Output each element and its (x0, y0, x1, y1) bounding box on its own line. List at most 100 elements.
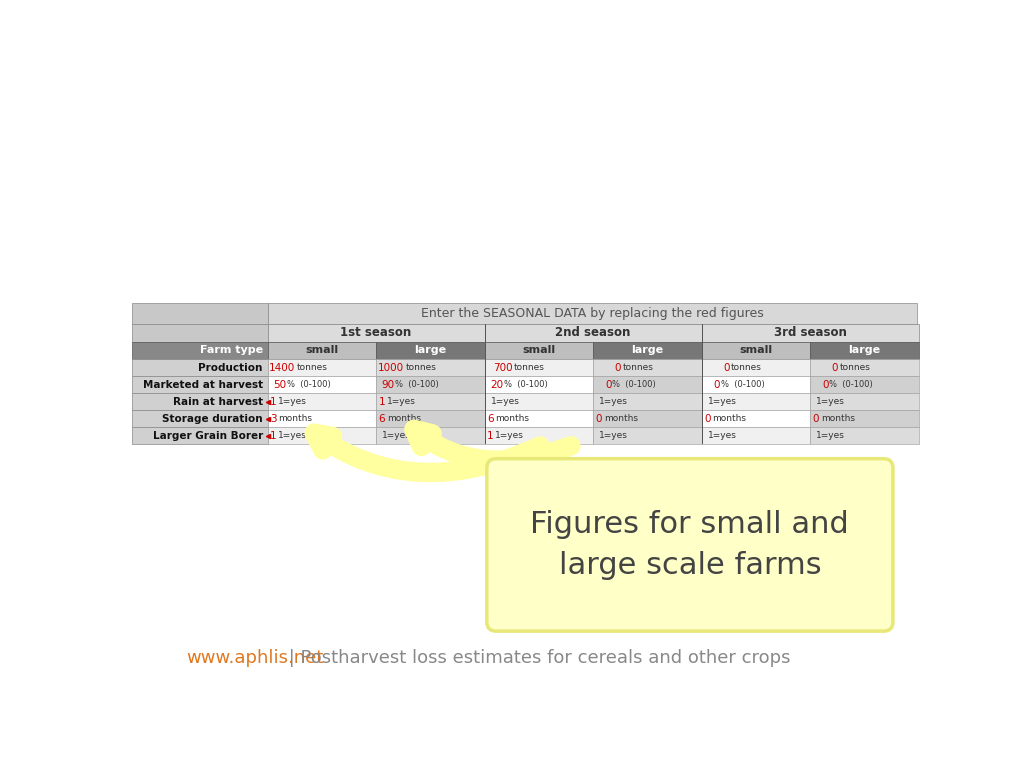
Text: 1=yes: 1=yes (496, 431, 524, 440)
Text: months: months (387, 414, 421, 423)
Text: tonnes: tonnes (731, 363, 762, 372)
Text: 0: 0 (605, 379, 611, 390)
Bar (132, 342, 267, 359)
Text: %  (0-100): % (0-100) (721, 380, 765, 389)
Text: 0: 0 (614, 362, 621, 372)
Text: Production: Production (199, 362, 263, 372)
Bar (376, 410, 484, 427)
Text: Rain at harvest: Rain at harvest (173, 397, 263, 407)
Bar (593, 376, 701, 393)
Text: 700: 700 (493, 362, 512, 372)
Bar (267, 342, 376, 359)
Bar (132, 376, 267, 393)
Bar (267, 427, 376, 444)
Bar (132, 324, 267, 342)
Bar (132, 303, 267, 324)
Text: 0: 0 (813, 414, 819, 424)
Bar (484, 410, 593, 427)
Bar (593, 410, 701, 427)
Bar (376, 427, 484, 444)
Text: 0: 0 (705, 414, 711, 424)
Bar (701, 393, 810, 410)
Bar (810, 359, 919, 376)
Text: Enter the SEASONAL DATA by replacing the red figures: Enter the SEASONAL DATA by replacing the… (421, 307, 764, 320)
Text: Storage duration: Storage duration (162, 414, 263, 424)
Bar (810, 342, 919, 359)
Text: 1=yes: 1=yes (708, 431, 736, 440)
Text: %  (0-100): % (0-100) (829, 380, 873, 389)
Bar (267, 359, 376, 376)
Text: 1400: 1400 (269, 362, 295, 372)
Text: months: months (713, 414, 746, 423)
Text: 1: 1 (487, 431, 494, 441)
Bar (484, 324, 701, 342)
Text: 1: 1 (270, 431, 276, 441)
Text: small: small (739, 346, 772, 356)
Text: 1: 1 (270, 397, 276, 407)
Text: %  (0-100): % (0-100) (287, 380, 331, 389)
Bar (484, 359, 593, 376)
Text: Marketed at harvest: Marketed at harvest (142, 379, 263, 390)
Bar (593, 342, 701, 359)
Bar (593, 393, 701, 410)
Bar (701, 410, 810, 427)
Text: months: months (279, 414, 312, 423)
Text: Larger Grain Borer: Larger Grain Borer (153, 431, 263, 441)
Text: | Postharvest loss estimates for cereals and other crops: | Postharvest loss estimates for cereals… (283, 649, 791, 667)
Text: 1000: 1000 (378, 362, 403, 372)
Bar (484, 427, 593, 444)
Text: months: months (821, 414, 855, 423)
Text: %  (0-100): % (0-100) (612, 380, 656, 389)
Text: tonnes: tonnes (623, 363, 653, 372)
Bar (701, 324, 703, 444)
Bar (701, 342, 810, 359)
Bar (267, 324, 484, 342)
Bar (132, 393, 267, 410)
Text: Farm type: Farm type (200, 346, 263, 356)
Text: tonnes: tonnes (297, 363, 328, 372)
Bar (593, 427, 701, 444)
Text: tonnes: tonnes (406, 363, 436, 372)
Bar (267, 410, 376, 427)
Text: 0: 0 (831, 362, 838, 372)
Bar (267, 393, 376, 410)
Text: months: months (496, 414, 529, 423)
Text: 1: 1 (379, 397, 385, 407)
Text: tonnes: tonnes (840, 363, 870, 372)
Text: 1=yes: 1=yes (816, 397, 845, 406)
Text: 0: 0 (723, 362, 729, 372)
Text: months: months (604, 414, 638, 423)
Bar (484, 324, 486, 444)
Text: 1=yes: 1=yes (387, 397, 416, 406)
Text: 1=yes: 1=yes (599, 397, 628, 406)
Text: 1=yes: 1=yes (382, 431, 411, 440)
Text: 1=yes: 1=yes (279, 397, 307, 406)
Text: 6: 6 (379, 414, 385, 424)
Bar (376, 342, 484, 359)
Text: 20: 20 (489, 379, 503, 390)
Text: large: large (631, 346, 664, 356)
Text: www.aphlis.net: www.aphlis.net (186, 649, 324, 667)
Bar (484, 376, 593, 393)
Text: small: small (522, 346, 555, 356)
Text: %  (0-100): % (0-100) (395, 380, 439, 389)
Text: 3rd season: 3rd season (773, 326, 847, 339)
Bar (810, 393, 919, 410)
Text: 1=yes: 1=yes (599, 431, 628, 440)
Bar (701, 324, 919, 342)
Text: tonnes: tonnes (514, 363, 545, 372)
Bar (701, 427, 810, 444)
Text: small: small (305, 346, 338, 356)
Text: large: large (414, 346, 446, 356)
Text: 2nd season: 2nd season (555, 326, 631, 339)
Bar (810, 376, 919, 393)
Text: 3: 3 (270, 414, 276, 424)
Bar (593, 359, 701, 376)
Bar (376, 376, 484, 393)
Text: 0: 0 (596, 414, 602, 424)
Bar (484, 393, 593, 410)
Text: %  (0-100): % (0-100) (504, 380, 548, 389)
Text: large: large (848, 346, 881, 356)
Bar (376, 359, 484, 376)
Text: 0: 0 (822, 379, 828, 390)
